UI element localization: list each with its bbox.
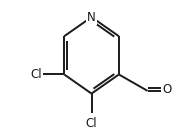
Text: O: O [162, 83, 171, 96]
Text: Cl: Cl [31, 68, 42, 81]
Text: Cl: Cl [86, 117, 97, 130]
Text: N: N [87, 11, 96, 24]
